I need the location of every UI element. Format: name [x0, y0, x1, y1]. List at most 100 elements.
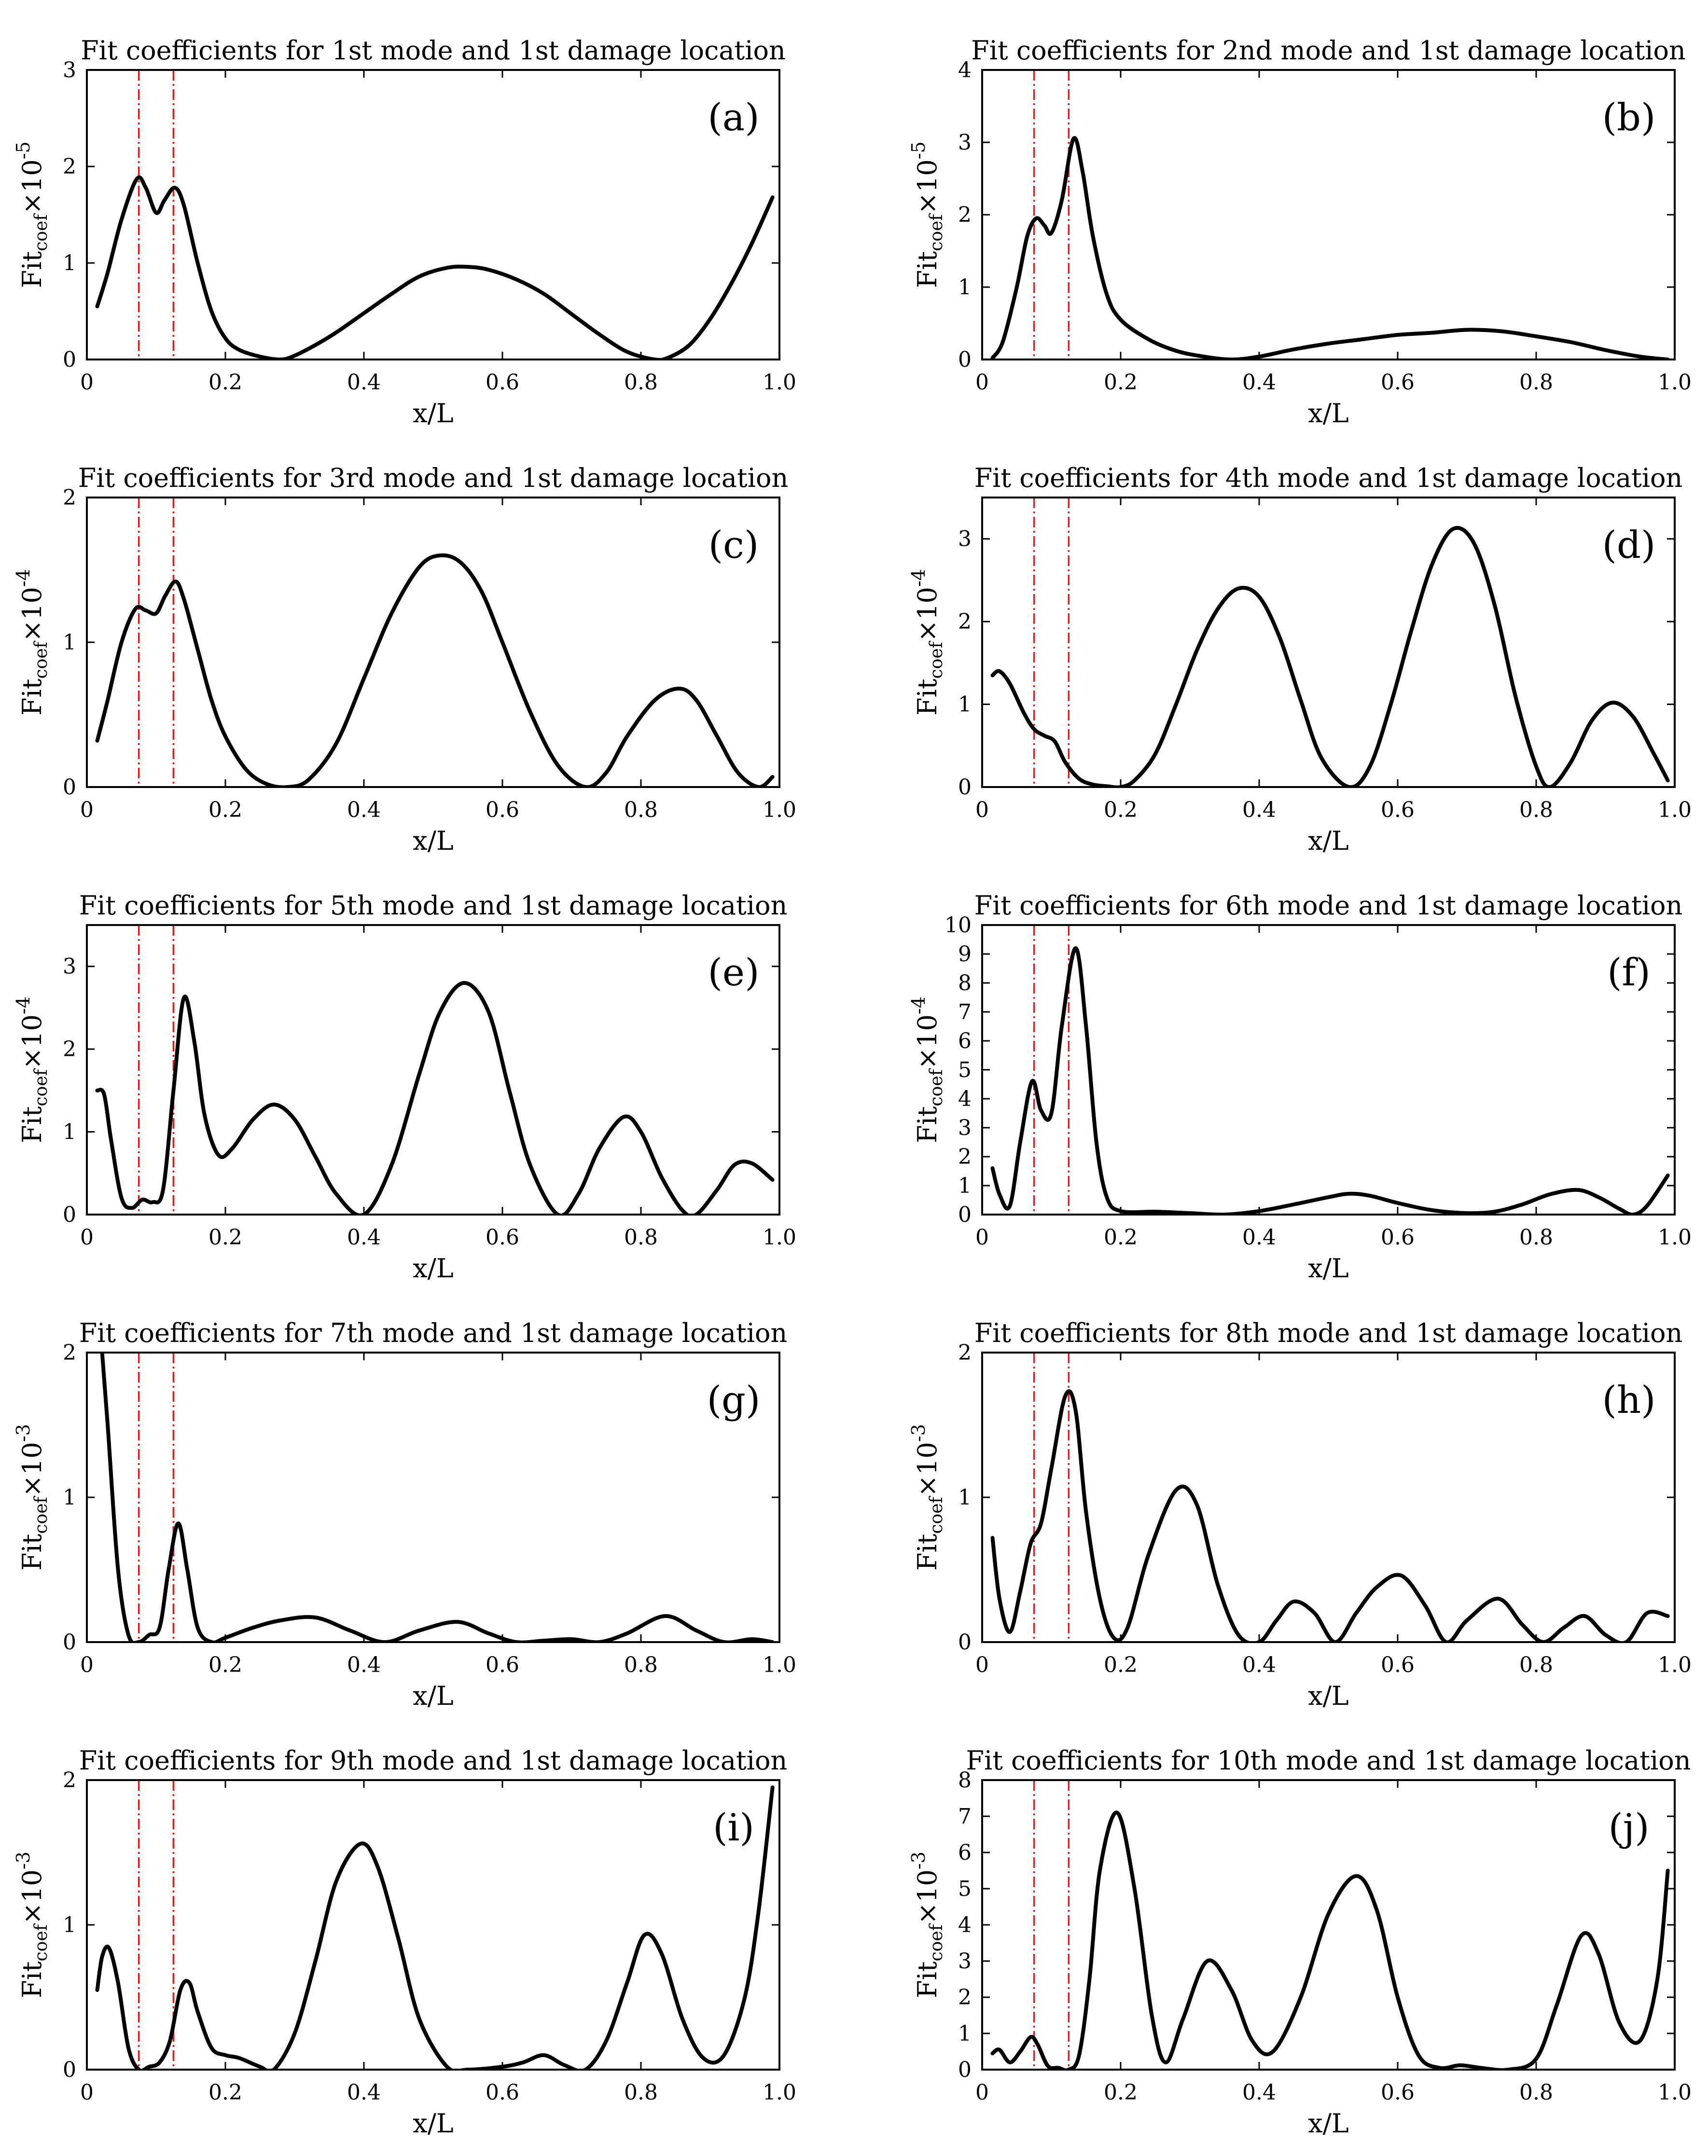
x-tick-label: 0.8 [624, 1653, 658, 1677]
data-point [1036, 2043, 1039, 2046]
data-curve [990, 946, 1670, 1215]
x-tick-label: 0.8 [1519, 1653, 1553, 1677]
x-tick-label: 1.0 [763, 2080, 796, 2105]
data-point [1611, 701, 1614, 704]
data-point [622, 1116, 625, 1119]
data-point [231, 1147, 234, 1150]
y-tick-label: 10 [944, 913, 972, 938]
data-point [542, 2054, 545, 2057]
chart-title: Fit coefficients for 5th mode and 1st da… [79, 890, 788, 921]
data-point [1084, 1025, 1087, 1028]
data-curve [990, 136, 1670, 359]
data-point [1092, 235, 1095, 238]
data-point [172, 1089, 175, 1092]
x-tick-label: 0.2 [1104, 1653, 1138, 1677]
plot-frame [86, 1779, 780, 2071]
y-tick-label: 1 [958, 692, 972, 717]
data-point [501, 641, 504, 644]
x-tick-label: 0.2 [208, 798, 242, 822]
data-point [1410, 628, 1413, 631]
y-label-exponent: -5 [13, 141, 34, 159]
data-point [750, 1638, 753, 1641]
data-point [757, 1909, 760, 1912]
data-point [1008, 682, 1011, 685]
data-point [681, 2018, 684, 2020]
data-point [390, 292, 393, 295]
data-point [1493, 1210, 1496, 1213]
data-point [1597, 1196, 1600, 1199]
y-axis-label: Fitcoef×10-4 [13, 569, 51, 716]
data-point [217, 1154, 220, 1157]
x-tick-label: 0.2 [1104, 370, 1138, 395]
data-point [1133, 779, 1136, 782]
x-axis-label: x/L [1308, 1253, 1349, 1284]
data-point [605, 2039, 608, 2042]
panel-label: (g) [707, 1379, 761, 1422]
data-point [487, 268, 490, 271]
data-point [210, 2046, 213, 2049]
data-point [639, 1131, 642, 1133]
y-label-times: ×10 [912, 1869, 943, 1924]
data-point [1656, 1978, 1659, 1981]
x-tick-label: 0.6 [1381, 1225, 1415, 1250]
data-point [362, 677, 365, 680]
data-point [1652, 752, 1655, 755]
data-point [653, 699, 656, 702]
y-label-sub: coef [927, 1495, 946, 1534]
data-point [1666, 1615, 1669, 1617]
data-point [186, 1568, 189, 1571]
data-point [1033, 728, 1036, 731]
data-point [463, 981, 466, 984]
data-point [1147, 338, 1150, 341]
data-point [108, 1947, 111, 1949]
data-point [259, 2065, 262, 2068]
data-point [335, 1192, 338, 1195]
data-point [1466, 329, 1469, 332]
x-tick-label: 0.6 [1381, 2080, 1415, 2105]
data-point [1195, 1503, 1198, 1506]
data-point [1092, 783, 1095, 786]
data-point [1590, 719, 1593, 722]
panel-label: (f) [1607, 951, 1651, 995]
data-point [196, 1626, 199, 1629]
data-point [1583, 1615, 1586, 1617]
data-point [210, 310, 213, 313]
y-label-prefix: Fit [17, 251, 47, 288]
data-point [314, 1616, 317, 1619]
data-point [716, 735, 719, 738]
data-point [625, 1632, 628, 1635]
data-point [1078, 2054, 1081, 2057]
data-point [660, 1952, 663, 1955]
y-tick-label: 0 [63, 347, 76, 372]
x-tick-label: 0.6 [1381, 370, 1415, 395]
x-tick-label: 0 [80, 2080, 94, 2105]
x-tick-label: 1.0 [763, 370, 796, 395]
data-curve [990, 525, 1670, 787]
x-tick-label: 0.4 [347, 1225, 381, 1250]
y-label-times: ×10 [17, 1442, 47, 1497]
data-point [418, 1073, 421, 1076]
y-tick-label: 3 [958, 527, 972, 552]
data-point [1112, 1636, 1115, 1639]
data-point [1258, 355, 1261, 358]
data-point [445, 2065, 448, 2068]
y-tick-label: 8 [958, 1768, 972, 1793]
data-point [625, 350, 628, 353]
data-point [1046, 2065, 1049, 2068]
data-point [702, 2057, 705, 2059]
data-point [459, 561, 462, 564]
data-point [1562, 1626, 1565, 1629]
data-point [1292, 1203, 1295, 1206]
y-axis-label: Fitcoef×10-4 [13, 996, 51, 1143]
x-tick-label: 0 [975, 370, 989, 395]
data-point [179, 1989, 182, 1991]
data-point [238, 348, 241, 351]
data-point [688, 344, 691, 346]
data-point [771, 1786, 774, 1789]
data-point [359, 1842, 362, 1845]
y-tick-label: 1 [958, 2021, 972, 2046]
data-point [96, 739, 99, 742]
x-axis-label: x/L [413, 826, 454, 856]
x-tick-label: 1.0 [1658, 1653, 1692, 1677]
data-point [1396, 1202, 1399, 1204]
